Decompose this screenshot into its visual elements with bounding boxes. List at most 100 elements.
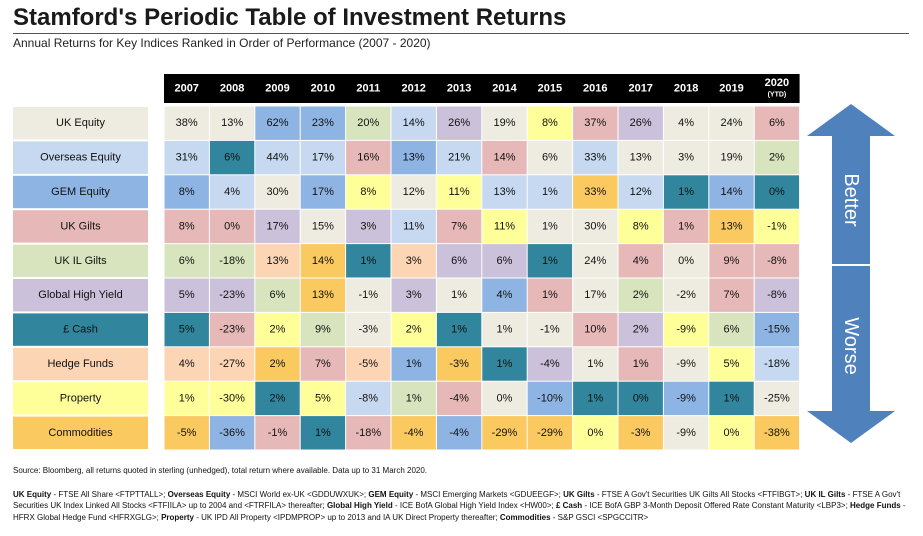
index-name: UK Gilts xyxy=(563,490,595,499)
return-cell xyxy=(391,278,436,312)
return-value: -4% xyxy=(449,392,469,404)
return-cell xyxy=(209,278,255,312)
return-value: -1% xyxy=(359,289,379,301)
return-cell xyxy=(300,140,346,175)
row-label: Property xyxy=(60,392,102,404)
return-value: 16% xyxy=(357,152,379,164)
return-cell xyxy=(300,312,346,347)
return-value: -5% xyxy=(177,427,197,439)
return-value: 3% xyxy=(678,152,694,164)
return-value: -8% xyxy=(359,392,379,404)
return-value: 4% xyxy=(633,255,649,267)
return-cell xyxy=(573,140,618,175)
return-value: 6% xyxy=(497,255,513,267)
indices-note: UK Equity - FTSE All Share <FTPTTALL>; O… xyxy=(13,489,909,523)
return-value: -1% xyxy=(540,324,560,336)
return-cell xyxy=(391,416,436,450)
index-description: - ICE BofA Global High Yield Index <HW00… xyxy=(392,501,556,511)
return-value: 24% xyxy=(584,255,606,267)
return-value: -23% xyxy=(219,289,245,301)
return-cell xyxy=(754,312,800,347)
return-value: 8% xyxy=(360,186,376,198)
return-value: -3% xyxy=(449,358,469,370)
return-cell xyxy=(482,175,527,209)
return-value: 1% xyxy=(542,289,558,301)
return-value: 31% xyxy=(176,152,198,164)
return-cell xyxy=(709,106,754,140)
return-value: 2% xyxy=(270,358,286,370)
return-cell xyxy=(346,175,391,209)
index-name: UK Equity xyxy=(13,490,52,499)
return-cell xyxy=(573,244,618,278)
return-value: 0% xyxy=(224,220,240,232)
index-description: - S&P GSCI <SPGCCITR> xyxy=(550,512,649,522)
source-note: Source: Bloomberg, all returns quoted in… xyxy=(13,466,428,475)
return-cell xyxy=(618,381,663,416)
return-value: 6% xyxy=(542,152,558,164)
return-value: 2% xyxy=(270,324,286,336)
return-cell xyxy=(527,175,573,209)
return-cell xyxy=(663,106,709,140)
row-label: GEM Equity xyxy=(51,186,110,198)
worse-arrow xyxy=(807,266,895,443)
return-cell xyxy=(527,209,573,244)
return-cell xyxy=(527,381,573,416)
return-cell xyxy=(255,312,300,347)
return-value: 0% xyxy=(724,427,740,439)
return-value: 1% xyxy=(179,392,195,404)
return-value: 11% xyxy=(403,220,424,232)
row-label-bg xyxy=(13,175,148,209)
return-cell xyxy=(346,416,391,450)
return-value: 0% xyxy=(587,427,603,439)
return-value: 1% xyxy=(633,358,649,370)
return-value: 8% xyxy=(542,117,558,129)
return-cell xyxy=(754,175,800,209)
return-value: 1% xyxy=(678,186,694,198)
return-cell xyxy=(663,244,709,278)
return-cell xyxy=(391,381,436,416)
return-cell xyxy=(482,278,527,312)
return-value: -30% xyxy=(219,392,245,404)
page-title: Stamford's Periodic Table of Investment … xyxy=(13,4,567,31)
return-value: 44% xyxy=(266,152,288,164)
return-value: -36% xyxy=(219,427,245,439)
return-value: -29% xyxy=(492,427,518,439)
index-description: - MSCI World ex-UK <GDDUWXUK>; xyxy=(230,490,369,499)
return-cell xyxy=(346,209,391,244)
return-cell xyxy=(346,381,391,416)
return-value: 2% xyxy=(633,324,649,336)
return-cell xyxy=(618,347,663,381)
return-value: -10% xyxy=(537,392,563,404)
return-value: -4% xyxy=(540,358,560,370)
return-cell xyxy=(391,209,436,244)
return-cell xyxy=(618,209,663,244)
return-value: 6% xyxy=(179,255,195,267)
year-header: 2018 xyxy=(674,83,698,95)
return-cell xyxy=(754,209,800,244)
return-cell xyxy=(209,175,255,209)
return-cell xyxy=(573,381,618,416)
return-value: 1% xyxy=(497,324,513,336)
return-cell xyxy=(754,416,800,450)
return-cell xyxy=(754,244,800,278)
return-value: 17% xyxy=(312,186,334,198)
return-cell xyxy=(663,312,709,347)
row-label: Hedge Funds xyxy=(47,358,114,370)
worse-label: Worse xyxy=(840,317,862,374)
year-header: 2008 xyxy=(220,83,244,95)
return-cell xyxy=(209,140,255,175)
return-cell xyxy=(482,244,527,278)
return-cell xyxy=(209,416,255,450)
row-label: Commodities xyxy=(48,427,113,439)
return-cell xyxy=(436,209,482,244)
return-cell xyxy=(436,106,482,140)
return-value: -3% xyxy=(631,427,651,439)
return-cell xyxy=(391,140,436,175)
return-value: 23% xyxy=(312,117,334,129)
return-cell xyxy=(391,106,436,140)
return-value: 0% xyxy=(678,255,694,267)
return-value: 7% xyxy=(724,289,740,301)
return-value: 0% xyxy=(633,392,649,404)
return-cell xyxy=(573,209,618,244)
return-cell xyxy=(618,416,663,450)
